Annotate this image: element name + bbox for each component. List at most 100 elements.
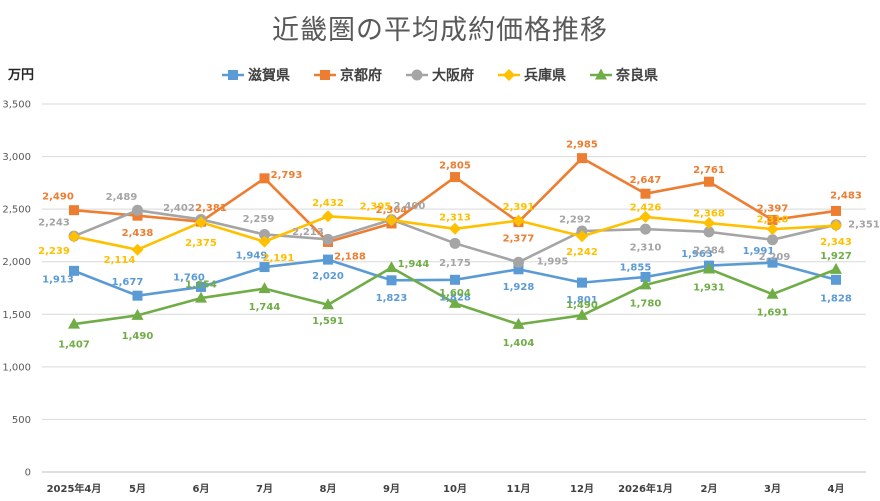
data-label-series-5: 1,591	[312, 316, 344, 327]
marker-series-2	[259, 173, 270, 184]
y-tick-label: 500	[12, 415, 31, 426]
marker-series-5	[131, 308, 144, 320]
marker-series-3	[703, 226, 715, 238]
data-label-series-3: 2,402	[163, 203, 195, 214]
data-label-series-2: 2,647	[630, 175, 662, 186]
data-label-series-5: 1,944	[398, 259, 430, 270]
data-label-series-3: 2,175	[439, 258, 471, 269]
marker-series-5	[195, 291, 207, 303]
data-label-series-3: 2,259	[243, 214, 275, 225]
marker-series-5	[830, 262, 842, 274]
data-label-series-2: 2,761	[693, 165, 725, 176]
data-label-series-4: 2,375	[185, 238, 217, 249]
x-tick-label: 2月	[701, 483, 718, 495]
marker-series-3	[767, 234, 778, 246]
x-tick-label: 4月	[828, 483, 845, 495]
data-label-series-2: 2,438	[122, 228, 154, 239]
marker-series-3	[449, 237, 461, 249]
x-tick-label: 5月	[129, 483, 146, 495]
data-label-series-5: 1,407	[58, 340, 90, 351]
marker-series-1	[132, 290, 143, 301]
x-tick-label: 8月	[320, 483, 337, 495]
data-label-series-5: 1,780	[630, 298, 662, 309]
data-label-series-4: 2,242	[566, 247, 598, 258]
data-label-series-4: 2,432	[312, 198, 344, 209]
y-tick-label: 3,500	[2, 100, 31, 111]
data-label-series-5: 1,927	[820, 251, 852, 262]
data-label-series-4: 2,239	[38, 246, 70, 257]
data-label-series-3: 2,351	[848, 219, 880, 230]
marker-series-1	[323, 254, 333, 265]
legend: 滋賀県 京都府 大阪府 兵庫県 奈良県	[222, 67, 658, 84]
data-label-series-4: 2,368	[693, 209, 725, 220]
data-label-series-4: 2,310	[757, 215, 789, 226]
y-tick-label: 0	[25, 468, 31, 479]
marker-series-2	[831, 205, 841, 216]
marker-series-2	[640, 188, 651, 199]
data-label-series-1: 1,963	[681, 249, 713, 260]
marker-series-4	[703, 217, 715, 230]
marker-series-5	[449, 296, 461, 308]
series-markers	[68, 153, 842, 329]
marker-series-1	[640, 271, 651, 282]
data-label-series-4: 2,313	[439, 212, 471, 223]
legend-label: 滋賀県	[248, 67, 290, 84]
marker-series-4	[258, 235, 271, 248]
data-label-series-3: 2,213	[292, 227, 324, 238]
marker-series-2	[577, 153, 587, 164]
marker-series-3	[513, 256, 524, 268]
marker-series-5	[766, 287, 779, 299]
x-tick-label: 7月	[256, 483, 273, 495]
y-tick-labels: 0 500 1,000 1,500 2,000 2,500 3,000 3,500	[2, 100, 31, 479]
marker-series-2	[767, 214, 778, 225]
y-axis-unit-label: 万円	[8, 68, 35, 83]
legend-label: 兵庫県	[524, 67, 566, 84]
data-label-series-3: 2,400	[394, 201, 426, 212]
data-label-series-5: 1,490	[566, 300, 598, 311]
legend-marker	[411, 69, 423, 81]
legend-item-2: 京都府	[314, 67, 382, 84]
data-label-series-2: 2,805	[439, 161, 471, 172]
marker-series-4	[322, 210, 334, 223]
y-tick-label: 1,500	[2, 310, 31, 321]
data-label-series-1: 1,991	[743, 246, 775, 257]
data-label-series-5: 1,931	[693, 282, 725, 293]
grid-lines	[42, 103, 866, 473]
marker-series-4	[512, 214, 525, 227]
marker-series-1	[577, 277, 587, 288]
legend-item-5: 奈良県	[590, 67, 658, 84]
marker-series-4	[766, 223, 779, 236]
marker-series-5	[258, 282, 271, 294]
data-label-series-1: 1,801	[566, 295, 598, 306]
marker-series-5	[322, 298, 334, 310]
data-label-series-2: 2,985	[566, 140, 598, 151]
legend-item-4: 兵庫県	[498, 67, 566, 84]
marker-series-5	[512, 317, 525, 329]
data-label-series-1: 1,828	[820, 293, 852, 304]
data-label-series-4: 2,114	[104, 255, 136, 266]
data-label-series-2: 2,490	[42, 192, 74, 203]
data-label-series-5: 1,691	[757, 308, 789, 319]
data-label-series-4: 2,426	[630, 202, 662, 213]
legend-label: 奈良県	[615, 67, 658, 84]
data-label-series-4: 2,395	[360, 202, 392, 213]
data-label-series-1: 1,949	[236, 251, 268, 262]
data-label-series-3: 2,243	[38, 218, 70, 229]
data-label-series-5: 1,404	[503, 338, 535, 349]
marker-series-3	[322, 233, 334, 245]
marker-series-5	[68, 317, 80, 329]
marker-series-4	[639, 210, 652, 223]
marker-series-4	[385, 214, 398, 227]
y-tick-label: 1,000	[2, 362, 31, 373]
data-label-series-5: 1,490	[122, 331, 154, 342]
legend-marker	[595, 68, 607, 80]
marker-series-1	[831, 274, 841, 285]
data-label-series-1: 1,855	[620, 262, 652, 273]
data-label-series-2: 2,188	[334, 251, 366, 262]
marker-series-3	[132, 204, 143, 216]
marker-series-4	[576, 230, 588, 243]
data-label-series-2: 2,377	[503, 234, 535, 245]
data-labels: 1,913 1,677 1,760 1,949 2,020 1,823 1,828 1,928…	[38, 140, 880, 351]
x-tick-labels: 2025年4月 5月 6月 7月 8月 9月 10月 11月 12月 2026年1月 2月 3月 4月	[47, 482, 845, 495]
